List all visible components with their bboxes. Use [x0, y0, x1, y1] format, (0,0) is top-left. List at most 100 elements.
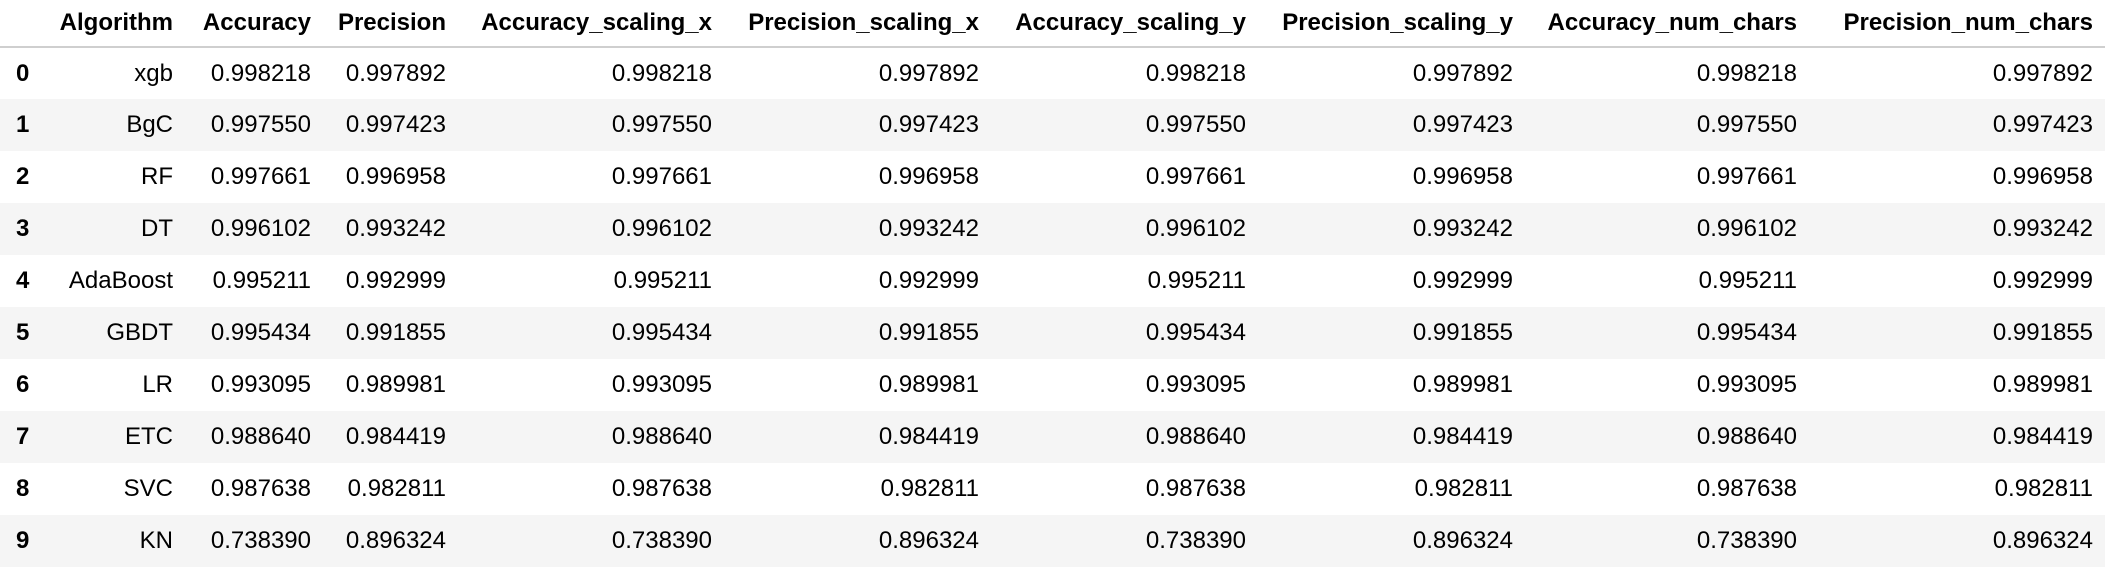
cell-accuracy-scaling-x: 0.996102 — [611, 215, 712, 242]
cell-precision-scaling-y: 0.982811 — [1414, 475, 1513, 502]
cell-accuracy: 0.987638 — [210, 475, 311, 502]
cell-precision-num-chars: 0.997423 — [1992, 111, 2093, 138]
column-header-accuracy-scaling-y: Accuracy_scaling_y — [991, 0, 1258, 48]
cell-accuracy-scaling-y: 0.997550 — [1145, 111, 1246, 138]
cell-accuracy-scaling-x: 0.987638 — [611, 475, 712, 502]
cell-precision-scaling-y: 0.989981 — [1412, 371, 1513, 398]
row-index: 5 — [16, 319, 30, 346]
cell-accuracy-num-chars: 0.993095 — [1696, 371, 1797, 398]
table-row: 4 AdaBoost 0.995211 0.992999 0.995211 0.99299… — [0, 255, 2105, 307]
cell-algorithm: GBDT — [106, 319, 173, 346]
cell-accuracy-num-chars: 0.987638 — [1696, 475, 1797, 502]
cell-precision: 0.989981 — [345, 371, 446, 398]
table-row: 2 RF 0.997661 0.996958 0.997661 0.996958 0.997… — [0, 151, 2105, 203]
cell-accuracy-scaling-y: 0.995434 — [1145, 319, 1246, 346]
cell-algorithm: SVC — [123, 475, 173, 502]
column-header-accuracy-num-chars: Accuracy_num_chars — [1525, 0, 1809, 48]
cell-algorithm: DT — [141, 215, 173, 242]
cell-precision-scaling-y: 0.991855 — [1412, 319, 1513, 346]
table-row: 5 GBDT 0.995434 0.991855 0.995434 0.991855 0.9… — [0, 307, 2105, 359]
cell-accuracy-scaling-x: 0.997661 — [611, 163, 712, 190]
cell-accuracy: 0.995434 — [210, 319, 311, 346]
cell-precision-num-chars: 0.992999 — [1992, 267, 2093, 294]
cell-precision-num-chars: 0.991855 — [1992, 319, 2093, 346]
column-header-accuracy-scaling-x: Accuracy_scaling_x — [458, 0, 724, 48]
cell-accuracy-scaling-y: 0.988640 — [1145, 423, 1246, 450]
column-header-precision-scaling-x: Precision_scaling_x — [724, 0, 991, 48]
cell-algorithm: BgC — [126, 111, 173, 138]
cell-precision-scaling-x: 0.989981 — [878, 371, 979, 398]
cell-precision-scaling-x: 0.991855 — [878, 319, 979, 346]
cell-accuracy-num-chars: 0.996102 — [1696, 215, 1797, 242]
cell-accuracy-scaling-x: 0.988640 — [611, 423, 712, 450]
cell-algorithm: xgb — [134, 59, 173, 87]
row-index: 6 — [16, 371, 30, 398]
cell-accuracy-scaling-y: 0.997661 — [1145, 163, 1246, 190]
cell-accuracy-scaling-y: 0.738390 — [1145, 527, 1246, 554]
row-index: 7 — [16, 423, 30, 450]
cell-precision: 0.996958 — [345, 163, 446, 190]
row-index: 4 — [16, 267, 30, 294]
table-row: 3 DT 0.996102 0.993242 0.996102 0.993242 0.996… — [0, 203, 2105, 255]
cell-accuracy: 0.996102 — [210, 215, 311, 242]
cell-accuracy-scaling-x: 0.738390 — [611, 527, 712, 554]
cell-accuracy-scaling-y: 0.996102 — [1145, 215, 1246, 242]
cell-precision-scaling-y: 0.896324 — [1412, 527, 1513, 554]
cell-accuracy: 0.995211 — [212, 267, 311, 294]
column-header-precision: Precision — [323, 0, 458, 48]
cell-algorithm: RF — [141, 163, 173, 190]
table-body: 0 xgb 0.998218 0.997892 0.998218 0.997892 0.99… — [0, 47, 2105, 567]
table-row: 6 LR 0.993095 0.989981 0.993095 0.989981 0.993… — [0, 359, 2105, 411]
cell-precision-scaling-y: 0.992999 — [1412, 267, 1513, 294]
cell-precision-scaling-x: 0.896324 — [878, 527, 979, 554]
cell-precision-num-chars: 0.996958 — [1992, 163, 2093, 190]
cell-precision-scaling-y: 0.997423 — [1412, 111, 1513, 138]
cell-accuracy-scaling-y: 0.995211 — [1147, 267, 1246, 294]
cell-accuracy: 0.997661 — [210, 163, 311, 190]
cell-accuracy-num-chars: 0.995211 — [1698, 267, 1797, 294]
cell-precision: 0.982811 — [347, 475, 446, 502]
cell-algorithm: ETC — [125, 423, 173, 450]
index-header — [0, 0, 42, 48]
cell-accuracy-num-chars: 0.998218 — [1696, 59, 1797, 87]
cell-accuracy: 0.738390 — [210, 527, 311, 554]
cell-precision: 0.992999 — [345, 267, 446, 294]
cell-accuracy: 0.998218 — [210, 59, 311, 87]
cell-accuracy-num-chars: 0.988640 — [1696, 423, 1797, 450]
header-row: Algorithm Accuracy Precision Accuracy_sc… — [0, 0, 2105, 48]
cell-accuracy: 0.997550 — [210, 111, 311, 138]
cell-precision-scaling-y: 0.996958 — [1412, 163, 1513, 190]
cell-precision-num-chars: 0.997892 — [1992, 59, 2093, 87]
cell-algorithm: AdaBoost — [68, 267, 173, 294]
table-row: 7 ETC 0.988640 0.984419 0.988640 0.984419 0.98… — [0, 411, 2105, 463]
column-header-accuracy: Accuracy — [185, 0, 323, 48]
table-row: 8 SVC 0.987638 0.982811 0.987638 0.982811 0.98… — [0, 463, 2105, 515]
cell-accuracy-num-chars: 0.738390 — [1696, 527, 1797, 554]
cell-precision: 0.997892 — [345, 59, 446, 87]
cell-accuracy-scaling-x: 0.993095 — [611, 371, 712, 398]
cell-algorithm: KN — [139, 527, 173, 554]
column-header-precision-scaling-y: Precision_scaling_y — [1258, 0, 1525, 48]
cell-accuracy-scaling-y: 0.993095 — [1145, 371, 1246, 398]
cell-accuracy-scaling-y: 0.987638 — [1145, 475, 1246, 502]
row-index: 9 — [16, 527, 30, 554]
cell-algorithm: LR — [142, 371, 173, 398]
column-header-precision-num-chars: Precision_num_chars — [1809, 0, 2105, 48]
table-row: 9 KN 0.738390 0.896324 0.738390 0.896324 0.738… — [0, 515, 2105, 567]
cell-precision-scaling-x: 0.984419 — [878, 423, 979, 450]
cell-precision-num-chars: 0.993242 — [1992, 215, 2093, 242]
cell-precision-num-chars: 0.896324 — [1992, 527, 2093, 554]
cell-accuracy: 0.993095 — [210, 371, 311, 398]
column-header-algorithm: Algorithm — [42, 0, 185, 48]
row-index: 2 — [16, 163, 30, 190]
cell-precision-scaling-x: 0.997892 — [878, 59, 979, 87]
cell-precision: 0.991855 — [345, 319, 446, 346]
cell-precision-scaling-y: 0.984419 — [1412, 423, 1513, 450]
cell-precision-num-chars: 0.989981 — [1992, 371, 2093, 398]
cell-precision-scaling-y: 0.993242 — [1412, 215, 1513, 242]
row-index: 0 — [16, 59, 30, 87]
cell-precision-scaling-x: 0.982811 — [880, 475, 979, 502]
cell-accuracy-scaling-x: 0.997550 — [611, 111, 712, 138]
